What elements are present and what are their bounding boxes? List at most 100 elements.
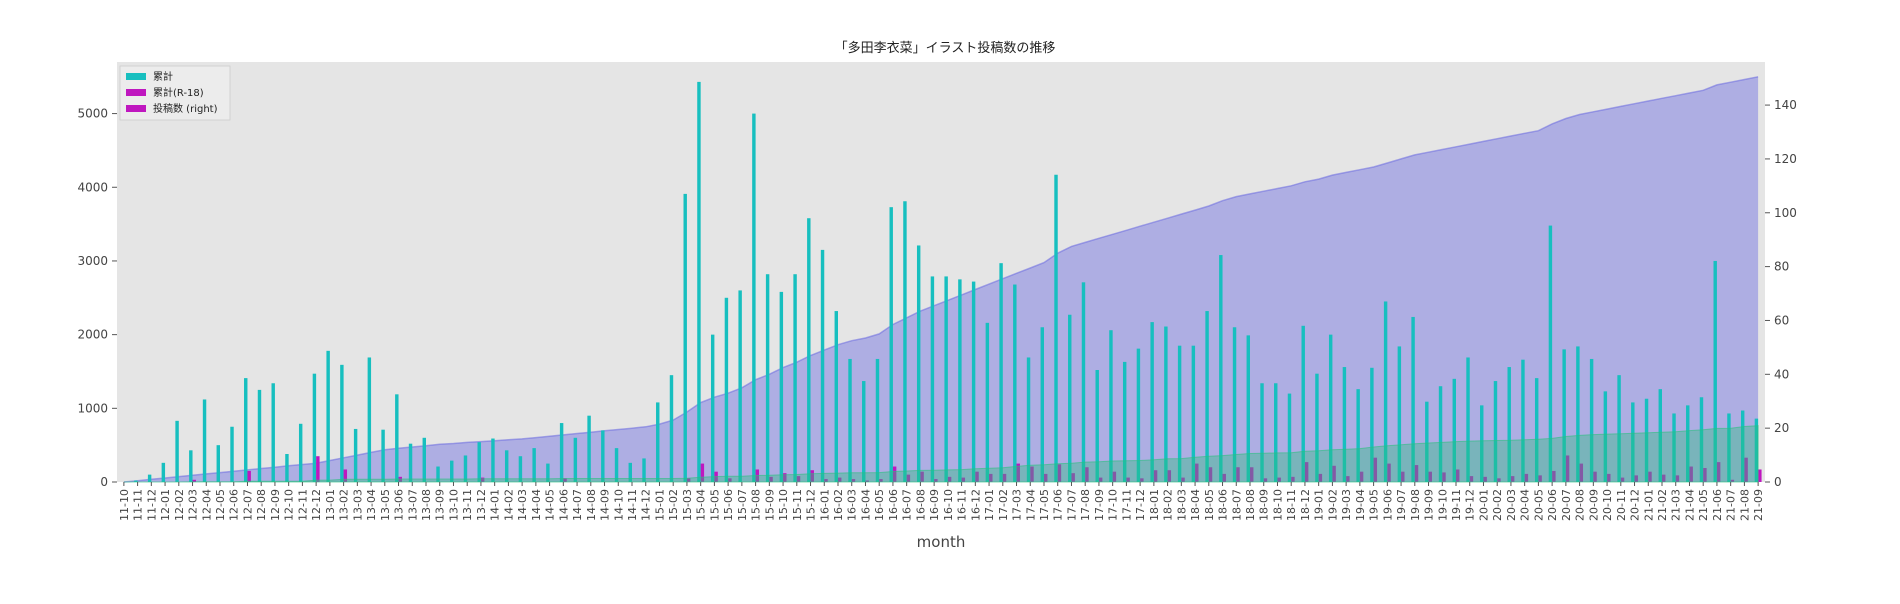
bar-total-16-03: [848, 358, 852, 482]
bar-total-17-11: [1122, 361, 1127, 482]
x-tick-label: 11-12: [145, 489, 158, 521]
bar-total-20-03: [1507, 367, 1511, 482]
bar-total-20-04: [1521, 359, 1525, 482]
x-tick-label: 14-11: [626, 489, 639, 521]
bar-total-13-11: [463, 455, 468, 482]
bar-total-19-07: [1397, 346, 1402, 482]
bar-r18-15-06: [728, 478, 732, 482]
x-tick-label: 20-06: [1546, 489, 1559, 521]
bar-r18-16-09: [934, 479, 938, 482]
bar-total-15-06: [724, 297, 729, 482]
bar-r18-21-01: [1648, 471, 1652, 482]
x-tick-label: 14-04: [530, 489, 543, 521]
bar-total-19-05: [1370, 367, 1374, 482]
bar-total-18-11: [1287, 393, 1292, 482]
bar-r18-20-08: [1579, 463, 1584, 482]
bar-total-16-09: [930, 276, 935, 482]
bar-r18-16-03: [851, 479, 856, 482]
legend-swatch: [126, 73, 146, 80]
bar-total-20-02: [1493, 381, 1498, 482]
x-tick-label: 17-10: [1107, 489, 1120, 521]
x-tick-label: 21-09: [1752, 489, 1765, 521]
x-tick-label: 17-12: [1134, 489, 1147, 521]
bar-r18-17-03: [1016, 463, 1020, 482]
bar-r18-20-02: [1497, 478, 1501, 482]
bar-total-18-02: [1164, 326, 1168, 482]
bar-total-21-09: [1754, 418, 1759, 482]
x-tick-label: 19-03: [1340, 489, 1353, 521]
bar-total-18-08: [1246, 335, 1250, 482]
x-tick-label: 15-07: [736, 489, 749, 521]
bar-r18-15-03: [686, 478, 691, 482]
bar-total-21-01: [1644, 398, 1649, 482]
bar-total-15-03: [683, 193, 687, 482]
bar-r18-20-05: [1538, 475, 1542, 482]
bar-total-19-11: [1452, 378, 1456, 482]
x-tick-label: 15-04: [695, 489, 708, 521]
bar-total-12-04: [202, 399, 207, 482]
y-tick-label: 4000: [77, 180, 108, 194]
posts-area-fill: [123, 76, 1759, 483]
bar-total-16-10: [944, 276, 948, 482]
bar-total-18-05: [1205, 311, 1209, 482]
plot-background: [117, 62, 1765, 482]
x-tick-label: 13-09: [434, 489, 447, 521]
bar-r18-18-10: [1277, 477, 1281, 482]
x-tick-label: 18-11: [1285, 489, 1298, 521]
bar-total-20-01: [1480, 405, 1484, 482]
bar-total-17-03: [1013, 284, 1017, 482]
x-tick-label: 19-06: [1381, 489, 1394, 521]
bar-total-21-06: [1713, 260, 1717, 482]
bar-r18-19-01: [1318, 473, 1323, 482]
bar-total-14-07: [573, 437, 578, 482]
y-right-tick-label: 60: [1774, 313, 1789, 327]
x-tick-label: 20-04: [1519, 489, 1532, 521]
x-tick-label: 16-05: [873, 489, 886, 521]
x-tick-label: 16-10: [942, 489, 955, 521]
bar-r18-18-09: [1263, 478, 1268, 482]
x-tick-label: 18-12: [1299, 489, 1312, 521]
x-tick-label: 16-04: [860, 489, 873, 521]
bar-total-19-09: [1425, 401, 1429, 482]
bar-r18-17-09: [1098, 477, 1103, 482]
bar-total-12-02: [175, 420, 179, 482]
x-tick-label: 12-04: [200, 489, 213, 521]
bar-total-12-01: [161, 462, 166, 482]
x-tick-label: 16-07: [901, 489, 914, 521]
bar-r18-17-12: [1140, 478, 1144, 482]
bar-total-20-09: [1589, 358, 1594, 482]
y-right-tick-label: 40: [1774, 367, 1789, 381]
bar-r18-16-04: [865, 480, 869, 482]
x-tick-label: 20-07: [1560, 489, 1573, 521]
bar-total-15-08: [752, 113, 756, 482]
bar-r18-20-07: [1565, 455, 1570, 482]
bar-total-13-02: [340, 364, 344, 482]
bar-r18-18-12: [1304, 462, 1309, 482]
x-tick-label: 21-08: [1738, 489, 1751, 521]
bar-r18-19-07: [1401, 471, 1405, 482]
bar-r18-20-11: [1620, 477, 1625, 482]
bar-total-14-03: [518, 456, 523, 482]
bar-total-14-01: [491, 438, 495, 482]
bar-r18-17-07: [1071, 473, 1075, 482]
x-tick-label: 19-09: [1423, 489, 1436, 521]
x-tick-label: 21-03: [1670, 489, 1683, 521]
bar-total-17-08: [1081, 282, 1086, 482]
bar-r18-15-04: [700, 463, 705, 482]
bar-r18-15-10: [783, 473, 787, 482]
x-tick-label: 15-10: [777, 489, 790, 521]
bar-total-11-11: [134, 480, 138, 482]
bar-total-13-03: [353, 428, 358, 482]
bar-r18-19-05: [1373, 457, 1378, 482]
y-right-tick-label: 120: [1774, 152, 1797, 166]
bar-total-18-07: [1232, 327, 1237, 482]
x-tick-label: 12-01: [159, 489, 172, 521]
bar-total-21-02: [1658, 389, 1662, 482]
x-tick-label: 14-10: [612, 489, 625, 521]
bar-r18-15-09: [769, 476, 773, 482]
bar-r18-15-11: [796, 476, 801, 482]
bar-total-13-06: [395, 394, 399, 482]
bar-total-13-01: [326, 350, 330, 482]
bar-r18-21-04: [1689, 466, 1693, 482]
